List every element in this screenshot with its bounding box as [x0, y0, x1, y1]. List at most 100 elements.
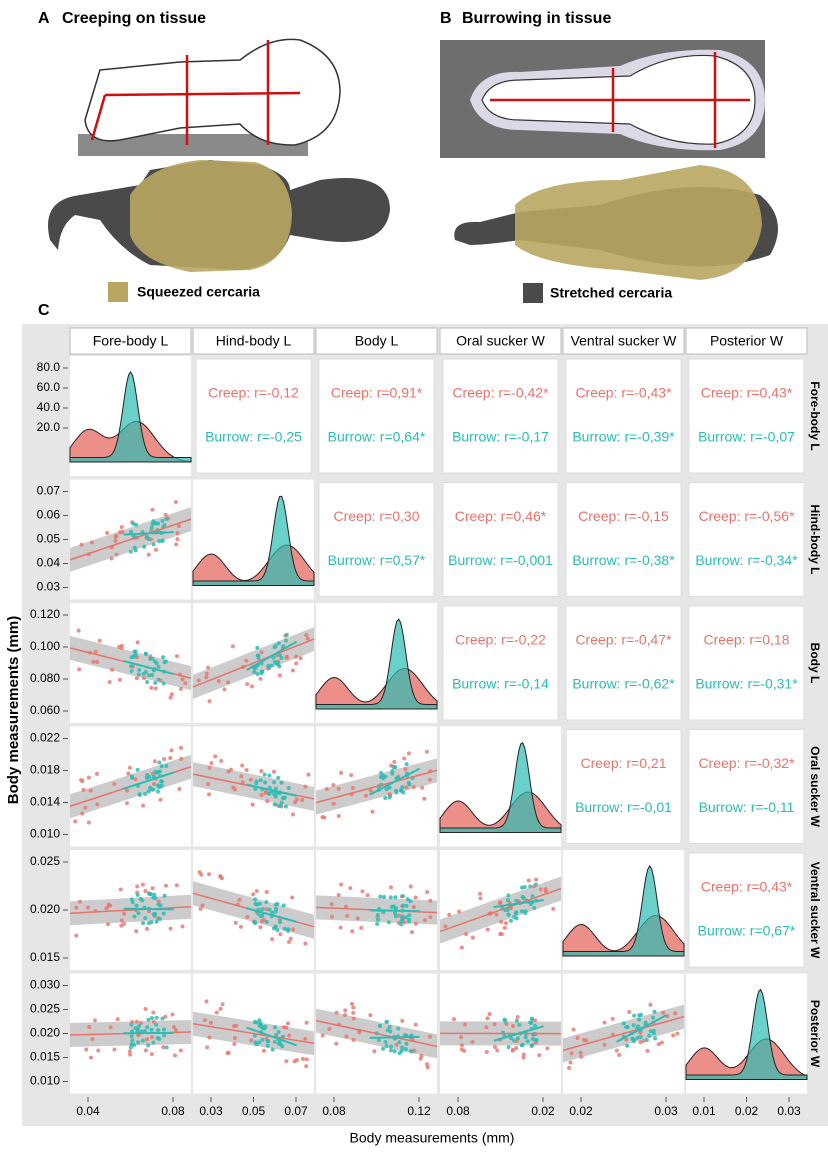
burrow-correlation: Burrow: r=-0,14	[452, 676, 549, 692]
point-creep	[226, 680, 230, 684]
point-creep	[534, 878, 538, 882]
point-burrow	[133, 915, 137, 919]
point-creep	[143, 889, 147, 893]
point-creep	[90, 540, 94, 544]
point-burrow	[147, 921, 151, 925]
point-burrow	[256, 654, 260, 658]
point-creep	[351, 1006, 355, 1010]
point-creep	[499, 920, 503, 924]
point-creep	[159, 798, 163, 802]
point-creep	[207, 766, 211, 770]
creep-correlation: Creep: r=-0,47*	[575, 632, 672, 648]
point-creep	[460, 1047, 464, 1051]
column-header: Fore-body L	[93, 333, 169, 349]
point-burrow	[378, 1024, 382, 1028]
point-creep	[493, 1045, 497, 1049]
x-tick-label: 0.03	[199, 1104, 223, 1118]
point-burrow	[253, 921, 257, 925]
trend-burrow	[370, 1037, 420, 1038]
point-creep	[96, 1048, 100, 1052]
point-creep	[270, 937, 274, 941]
point-creep	[348, 886, 352, 890]
point-creep	[232, 1042, 236, 1046]
point-creep	[94, 650, 98, 654]
point-creep	[284, 1059, 288, 1063]
cercaria-outline	[85, 39, 340, 145]
y-tick-label: 0.030	[30, 978, 60, 992]
point-burrow	[162, 1027, 166, 1031]
burrow-correlation: Burrow: r=-0,34*	[695, 552, 798, 568]
point-burrow	[259, 1024, 263, 1028]
point-burrow	[274, 903, 278, 907]
point-burrow	[284, 804, 288, 808]
creep-correlation: Creep: r=-0,42*	[452, 385, 549, 401]
point-burrow	[521, 895, 525, 899]
point-burrow	[154, 896, 158, 900]
y-tick-label: 60.0	[37, 380, 61, 394]
burrow-correlation: Burrow: r=0,67*	[698, 923, 796, 939]
correlation-box	[566, 483, 681, 597]
correlation-box	[319, 359, 434, 473]
point-creep	[327, 1027, 331, 1031]
point-burrow	[267, 773, 271, 777]
point-burrow	[147, 775, 151, 779]
point-burrow	[534, 1038, 538, 1042]
point-burrow	[637, 1018, 641, 1022]
point-burrow	[265, 920, 269, 924]
point-creep	[112, 1047, 116, 1051]
point-creep	[414, 922, 418, 926]
point-burrow	[393, 895, 397, 899]
point-creep	[198, 870, 202, 874]
point-creep	[305, 1021, 309, 1025]
point-burrow	[165, 1045, 169, 1049]
x-tick-label: 0.04	[76, 1104, 100, 1118]
point-creep	[201, 904, 205, 908]
point-burrow	[396, 1027, 400, 1031]
point-creep	[118, 678, 122, 682]
point-burrow	[255, 672, 259, 676]
point-creep	[91, 660, 95, 664]
point-burrow	[150, 526, 154, 530]
point-creep	[203, 1018, 207, 1022]
point-burrow	[407, 781, 411, 785]
point-burrow	[129, 550, 133, 554]
point-creep	[579, 1055, 583, 1059]
point-creep	[204, 999, 208, 1003]
point-creep	[337, 814, 341, 818]
point-burrow	[145, 535, 149, 539]
point-burrow	[393, 1049, 397, 1053]
x-tick-label: 0.08	[446, 1104, 470, 1118]
point-creep	[141, 804, 145, 808]
y-tick-label: 0.100	[30, 639, 60, 653]
point-burrow	[130, 1038, 134, 1042]
squeezed-shape	[515, 165, 762, 280]
point-creep	[125, 789, 129, 793]
point-burrow	[521, 1043, 525, 1047]
point-creep	[77, 629, 81, 633]
point-burrow	[632, 1023, 636, 1027]
point-burrow	[387, 920, 391, 924]
point-creep	[447, 913, 451, 917]
point-creep	[209, 1021, 213, 1025]
point-creep	[428, 899, 432, 903]
point-burrow	[404, 1042, 408, 1046]
point-creep	[423, 918, 427, 922]
point-burrow	[383, 796, 387, 800]
point-burrow	[151, 1041, 155, 1045]
point-burrow	[625, 1044, 629, 1048]
point-creep	[428, 778, 432, 782]
y-tick-label: 0.05	[37, 532, 61, 546]
point-creep	[344, 1035, 348, 1039]
point-creep	[231, 644, 235, 648]
point-burrow	[267, 666, 271, 670]
point-burrow	[260, 1038, 264, 1042]
point-creep	[617, 1053, 621, 1057]
burrow-correlation: Burrow: r=-0,25	[205, 429, 302, 445]
point-creep	[414, 1023, 418, 1027]
point-creep	[249, 778, 253, 782]
legend-label: Stretched cercaria	[550, 285, 672, 301]
panel-letter: B	[440, 10, 452, 27]
point-creep	[77, 667, 81, 671]
creep-correlation: Creep: r=0,21	[581, 755, 667, 771]
point-creep	[511, 1024, 515, 1028]
